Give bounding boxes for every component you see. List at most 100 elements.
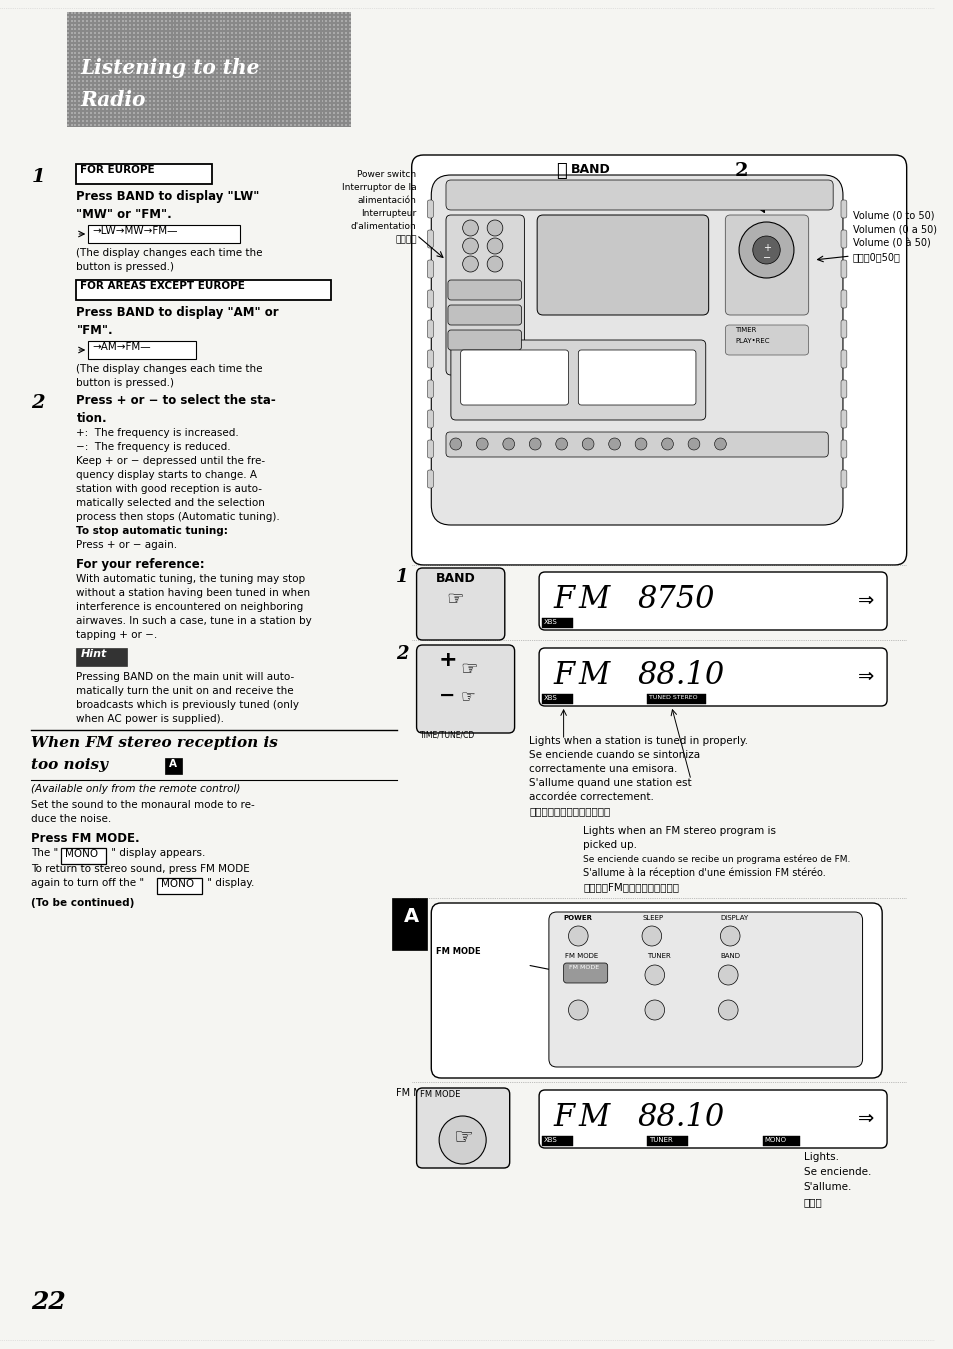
FancyBboxPatch shape — [227, 84, 229, 86]
FancyBboxPatch shape — [286, 120, 288, 121]
FancyBboxPatch shape — [262, 59, 264, 62]
FancyBboxPatch shape — [195, 67, 198, 70]
FancyBboxPatch shape — [219, 59, 221, 62]
Circle shape — [718, 965, 738, 985]
FancyBboxPatch shape — [321, 20, 323, 22]
FancyBboxPatch shape — [227, 104, 229, 107]
FancyBboxPatch shape — [86, 80, 88, 82]
Circle shape — [718, 1000, 738, 1020]
FancyBboxPatch shape — [184, 28, 186, 30]
FancyBboxPatch shape — [271, 76, 273, 78]
FancyBboxPatch shape — [321, 96, 323, 98]
FancyBboxPatch shape — [102, 28, 104, 30]
FancyBboxPatch shape — [133, 124, 135, 125]
FancyBboxPatch shape — [165, 32, 167, 34]
FancyBboxPatch shape — [176, 71, 178, 74]
FancyBboxPatch shape — [117, 88, 119, 90]
FancyBboxPatch shape — [282, 40, 284, 42]
FancyBboxPatch shape — [106, 67, 108, 70]
FancyBboxPatch shape — [169, 57, 171, 58]
FancyBboxPatch shape — [192, 57, 193, 58]
FancyBboxPatch shape — [133, 49, 135, 50]
FancyBboxPatch shape — [156, 36, 158, 38]
FancyBboxPatch shape — [329, 49, 331, 50]
FancyBboxPatch shape — [329, 59, 331, 62]
FancyBboxPatch shape — [333, 76, 335, 78]
FancyBboxPatch shape — [349, 20, 351, 22]
FancyBboxPatch shape — [98, 32, 100, 34]
FancyBboxPatch shape — [180, 67, 182, 70]
FancyBboxPatch shape — [149, 12, 151, 13]
FancyBboxPatch shape — [258, 100, 260, 103]
FancyBboxPatch shape — [200, 120, 202, 121]
FancyBboxPatch shape — [106, 28, 108, 30]
FancyBboxPatch shape — [223, 67, 225, 70]
FancyBboxPatch shape — [141, 28, 143, 30]
FancyBboxPatch shape — [188, 45, 190, 46]
FancyBboxPatch shape — [349, 71, 351, 74]
FancyBboxPatch shape — [172, 84, 174, 86]
FancyBboxPatch shape — [71, 49, 72, 50]
FancyBboxPatch shape — [141, 92, 143, 94]
FancyBboxPatch shape — [301, 124, 304, 125]
FancyBboxPatch shape — [71, 63, 72, 66]
FancyBboxPatch shape — [110, 120, 112, 121]
FancyBboxPatch shape — [278, 84, 280, 86]
Text: Press + or − again.: Press + or − again. — [76, 540, 177, 550]
FancyBboxPatch shape — [130, 100, 132, 103]
FancyBboxPatch shape — [251, 112, 253, 115]
FancyBboxPatch shape — [133, 28, 135, 30]
FancyBboxPatch shape — [274, 100, 276, 103]
FancyBboxPatch shape — [254, 96, 256, 98]
FancyBboxPatch shape — [102, 120, 104, 121]
FancyBboxPatch shape — [152, 84, 154, 86]
FancyBboxPatch shape — [301, 67, 304, 70]
FancyBboxPatch shape — [117, 45, 119, 46]
FancyBboxPatch shape — [126, 63, 128, 66]
FancyBboxPatch shape — [86, 57, 88, 58]
FancyBboxPatch shape — [227, 108, 229, 111]
FancyBboxPatch shape — [239, 96, 241, 98]
FancyBboxPatch shape — [176, 120, 178, 121]
FancyBboxPatch shape — [215, 112, 217, 115]
FancyBboxPatch shape — [219, 67, 221, 70]
FancyBboxPatch shape — [67, 12, 69, 13]
FancyBboxPatch shape — [333, 36, 335, 38]
FancyBboxPatch shape — [121, 112, 123, 115]
FancyBboxPatch shape — [180, 32, 182, 34]
FancyBboxPatch shape — [145, 57, 147, 58]
FancyBboxPatch shape — [172, 124, 174, 125]
FancyBboxPatch shape — [274, 28, 276, 30]
FancyBboxPatch shape — [152, 92, 154, 94]
FancyBboxPatch shape — [188, 120, 190, 121]
FancyBboxPatch shape — [336, 120, 338, 121]
FancyBboxPatch shape — [243, 67, 245, 70]
FancyBboxPatch shape — [254, 112, 256, 115]
FancyBboxPatch shape — [231, 116, 233, 117]
FancyBboxPatch shape — [297, 112, 299, 115]
FancyBboxPatch shape — [239, 80, 241, 82]
FancyBboxPatch shape — [841, 440, 846, 459]
FancyBboxPatch shape — [215, 36, 217, 38]
FancyBboxPatch shape — [262, 84, 264, 86]
FancyBboxPatch shape — [254, 59, 256, 62]
FancyBboxPatch shape — [317, 67, 319, 70]
FancyBboxPatch shape — [176, 116, 178, 117]
FancyBboxPatch shape — [333, 20, 335, 22]
FancyBboxPatch shape — [121, 45, 123, 46]
Text: 當正確地調譜到電台時亮起。: 當正確地調譜到電台時亮起。 — [529, 805, 610, 816]
FancyBboxPatch shape — [86, 67, 88, 70]
FancyBboxPatch shape — [156, 92, 158, 94]
FancyBboxPatch shape — [231, 28, 233, 30]
FancyBboxPatch shape — [113, 100, 115, 103]
FancyBboxPatch shape — [297, 45, 299, 46]
FancyBboxPatch shape — [102, 84, 104, 86]
FancyBboxPatch shape — [258, 104, 260, 107]
FancyBboxPatch shape — [113, 76, 115, 78]
FancyBboxPatch shape — [223, 100, 225, 103]
FancyBboxPatch shape — [208, 32, 210, 34]
Text: F: F — [554, 1102, 575, 1133]
FancyBboxPatch shape — [172, 67, 174, 70]
FancyBboxPatch shape — [161, 124, 163, 125]
FancyBboxPatch shape — [306, 84, 308, 86]
